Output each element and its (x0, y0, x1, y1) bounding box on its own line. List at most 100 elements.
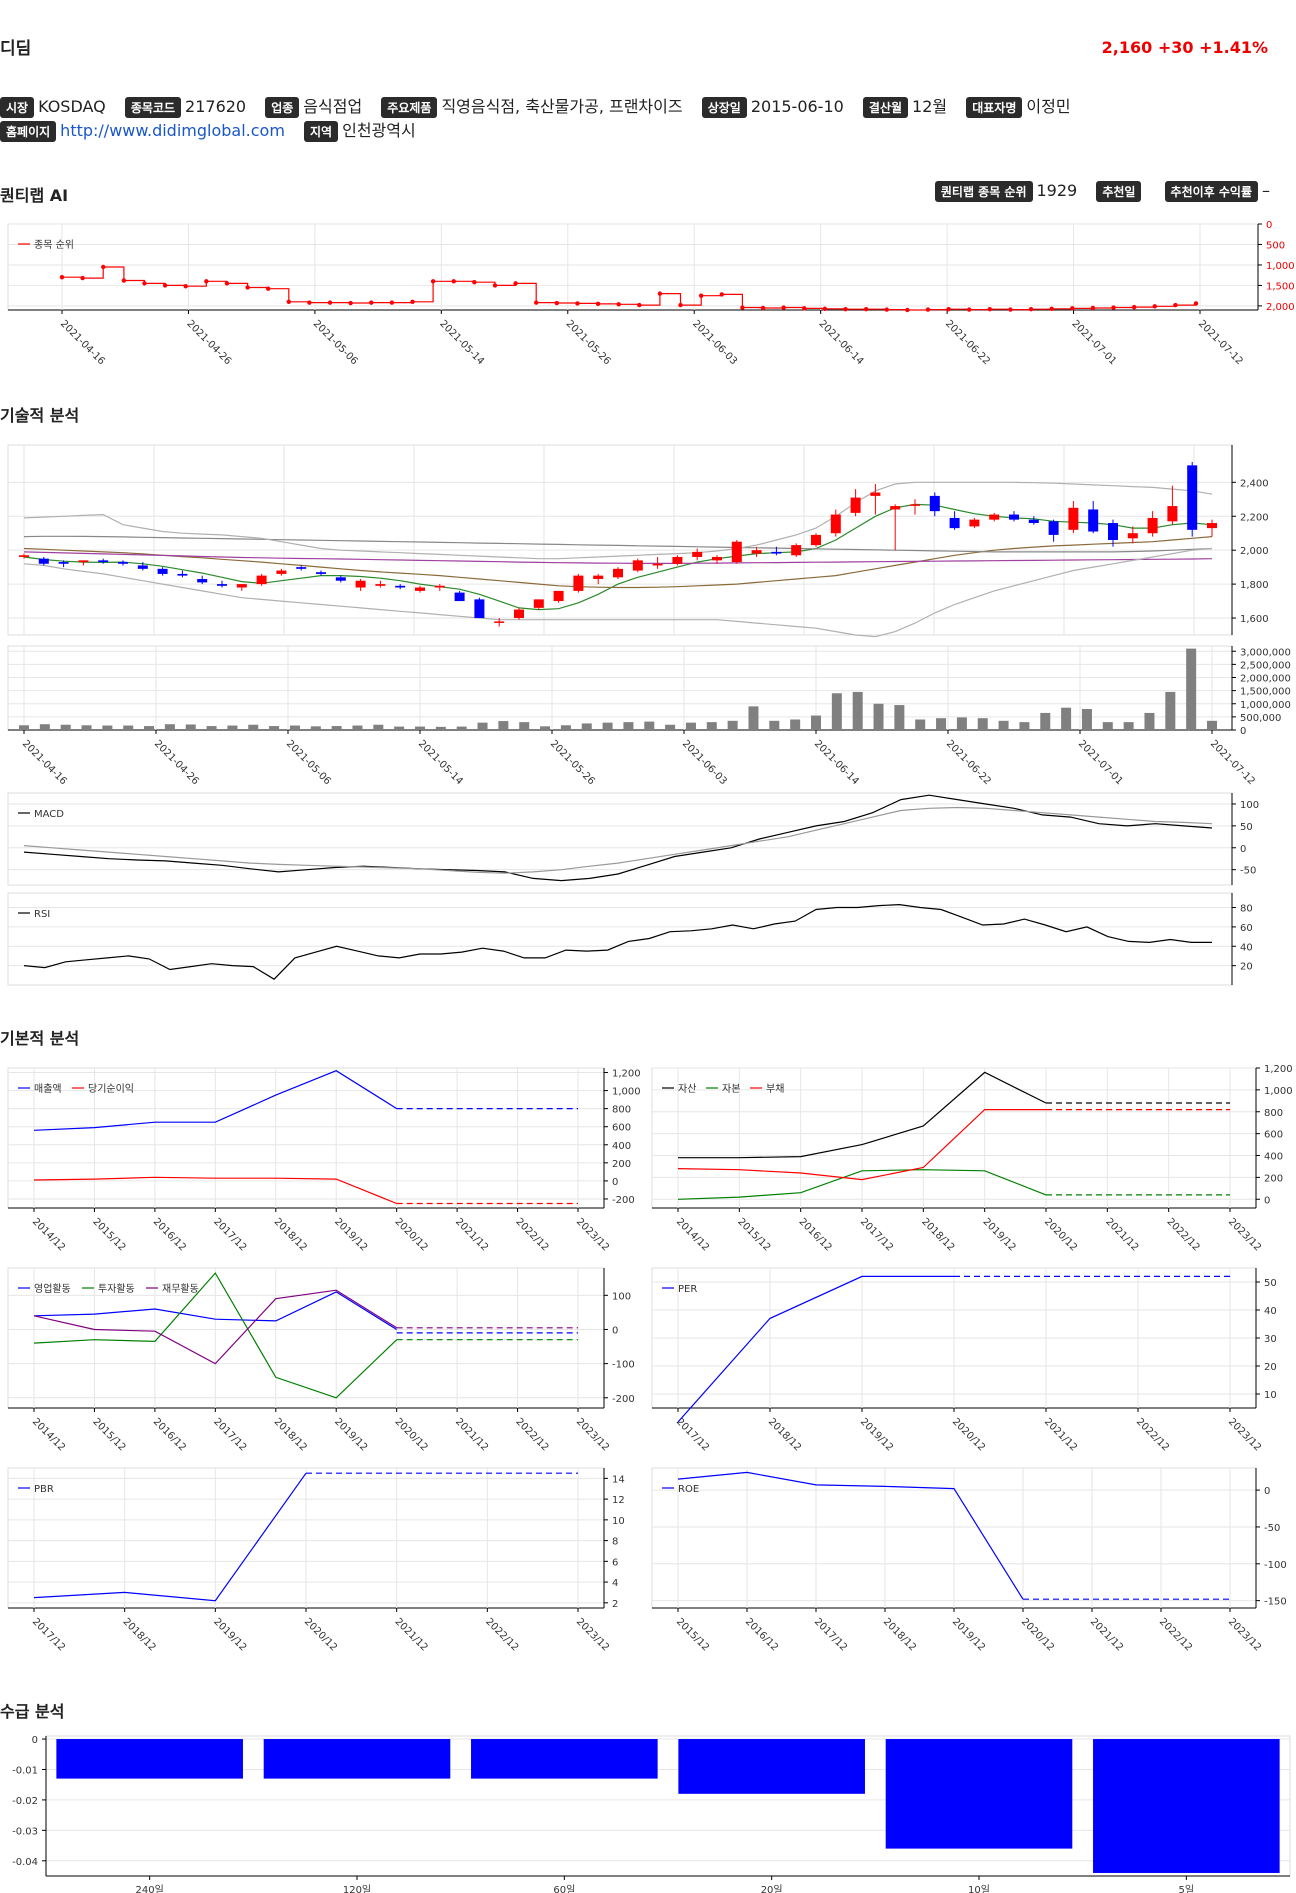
candle-body-55 (1108, 523, 1118, 540)
volume-bar-10 (227, 725, 238, 730)
rank-value: 1929 (1036, 181, 1078, 200)
candle-body-57 (1147, 517, 1158, 534)
pbr-series-0 (33, 1472, 307, 1602)
section-ai-title: 퀀티랩 AI (0, 186, 69, 205)
homepage-tag: 홈페이지 (0, 121, 57, 142)
volume-bar-56 (1186, 648, 1197, 730)
volume-bar-28 (602, 722, 613, 730)
volume-bar-50 (1061, 707, 1072, 730)
volume-bar-26 (560, 725, 571, 730)
macd-legend-0: MACD (34, 809, 64, 820)
pbr-ytick-label-4: 10 (612, 1516, 625, 1527)
candle-body-29 (593, 575, 604, 580)
rank-point-44 (967, 307, 972, 312)
volume-bar-7 (164, 724, 175, 730)
volume-bar-46 (977, 718, 988, 730)
candle-body-39 (791, 545, 802, 556)
products-value: 직영음식점, 축산물가공, 프랜차이즈 (441, 97, 683, 116)
cashflow-xtick-label-3: 2017/12 (211, 1416, 248, 1453)
macd-ytick-label-0: -50 (1240, 866, 1256, 877)
supply-frame (45, 1735, 1291, 1877)
sales-ytick-label-5: 800 (612, 1105, 631, 1116)
rec-date-badge: 추천일 (1096, 181, 1142, 202)
volume-bar-5 (123, 725, 134, 730)
roe-xtick-label-2: 2017/12 (812, 1616, 849, 1653)
supply-bar-4 (885, 1739, 1073, 1849)
code-tag: 종목코드 (124, 97, 182, 118)
volume-bar-45 (956, 717, 967, 730)
rank-point-55 (1193, 301, 1199, 306)
rank-point-47 (1028, 306, 1034, 312)
assets-ytick-label-6: 1,200 (1264, 1064, 1293, 1075)
volume-bar-35 (748, 706, 759, 730)
supply-ytick-label-3: -0.03 (12, 1826, 38, 1837)
sales-xtick-label-3: 2017/12 (211, 1216, 248, 1253)
per-xtick-label-0: 2017/12 (674, 1416, 711, 1453)
volume-bar-38 (811, 715, 821, 730)
assets-ytick-label-3: 600 (1264, 1130, 1283, 1141)
supply-xtick-label-5: 5일 (1179, 1884, 1195, 1893)
rank-point-49 (1070, 306, 1075, 311)
sales-ytick-label-2: 200 (612, 1159, 631, 1170)
sales-xtick-label-8: 2022/12 (513, 1216, 550, 1253)
rank-point-8 (224, 281, 230, 286)
candle-ytick-label-1: 1,800 (1240, 580, 1269, 591)
candle-body-15 (316, 572, 326, 574)
roe-xtick-label-8: 2023/12 (1226, 1616, 1263, 1653)
volume-bar-51 (1081, 709, 1092, 730)
cashflow-frame (7, 1267, 605, 1409)
volume-xtick-label-0: 2021-04-16 (20, 738, 69, 787)
candle-ytick-label-2: 2,000 (1240, 546, 1269, 557)
cashflow-xtick-label-7: 2021/12 (453, 1416, 490, 1453)
pbr-legend-0: PBR (34, 1484, 54, 1495)
rank-ytick-label-1: 500 (1266, 240, 1285, 251)
industry-value: 음식점업 (303, 97, 363, 116)
supply-bar-5 (1093, 1739, 1280, 1873)
assets-xtick-label-0: 2014/12 (674, 1216, 711, 1253)
rank-xtick-label-5: 2021-06-03 (690, 318, 739, 367)
candle-overlay-bb_lower (23, 547, 1213, 638)
candle-body-7 (157, 568, 168, 574)
rank-point-34 (760, 305, 766, 311)
roe-xtick-label-4: 2019/12 (950, 1616, 987, 1653)
homepage-link[interactable]: http://www.didimglobal.com (60, 121, 285, 140)
sales-ytick-label-3: 400 (612, 1141, 631, 1152)
supply-bar-0 (56, 1739, 243, 1779)
rank-point-33 (740, 305, 745, 310)
sales-ytick-label-6: 1,000 (612, 1087, 641, 1098)
rank-legend-0: 종목 순위 (34, 238, 74, 251)
volume-bar-6 (144, 726, 155, 730)
rank-point-53 (1152, 304, 1157, 309)
sales-ytick-label-4: 600 (612, 1123, 631, 1134)
supply-xtick-label-1: 120일 (343, 1884, 371, 1893)
volume-bar-33 (706, 722, 717, 730)
rank-point-41 (905, 307, 910, 313)
rank-badge: 퀀티랩 종목 순위 (934, 181, 1033, 202)
volume-bar-55 (1165, 691, 1176, 730)
cashflow-xtick-label-1: 2015/12 (90, 1416, 127, 1453)
per-xtick-label-1: 2018/12 (766, 1416, 803, 1453)
candle-body-59 (1187, 465, 1198, 530)
per-xtick-label-5: 2022/12 (1134, 1416, 1171, 1453)
volume-bar-27 (581, 723, 592, 730)
volume-bar-41 (873, 703, 884, 730)
cashflow-xtick-label-5: 2019/12 (332, 1416, 369, 1453)
rank-ytick-label-2: 1,000 (1266, 261, 1295, 272)
volume-bar-8 (185, 724, 196, 730)
cashflow-xtick-label-8: 2022/12 (513, 1416, 550, 1453)
volume-xtick-label-7: 2021-06-22 (944, 738, 993, 787)
ceo-tag: 대표자명 (966, 97, 1023, 118)
rank-point-15 (369, 300, 374, 305)
volume-bar-37 (790, 719, 801, 730)
candle-body-43 (870, 492, 881, 496)
candle-body-44 (890, 506, 901, 510)
candle-body-13 (276, 570, 287, 574)
roe-ytick-label-3: 0 (1264, 1486, 1270, 1497)
macd-ytick-label-3: 100 (1240, 800, 1259, 811)
volume-bar-22 (477, 722, 488, 730)
rank-point-28 (637, 302, 642, 308)
rec-return-value: – (1262, 181, 1270, 200)
rank-point-24 (554, 300, 560, 306)
pbr-xtick-label-2: 2019/12 (211, 1616, 248, 1653)
volume-bar-30 (644, 721, 655, 730)
